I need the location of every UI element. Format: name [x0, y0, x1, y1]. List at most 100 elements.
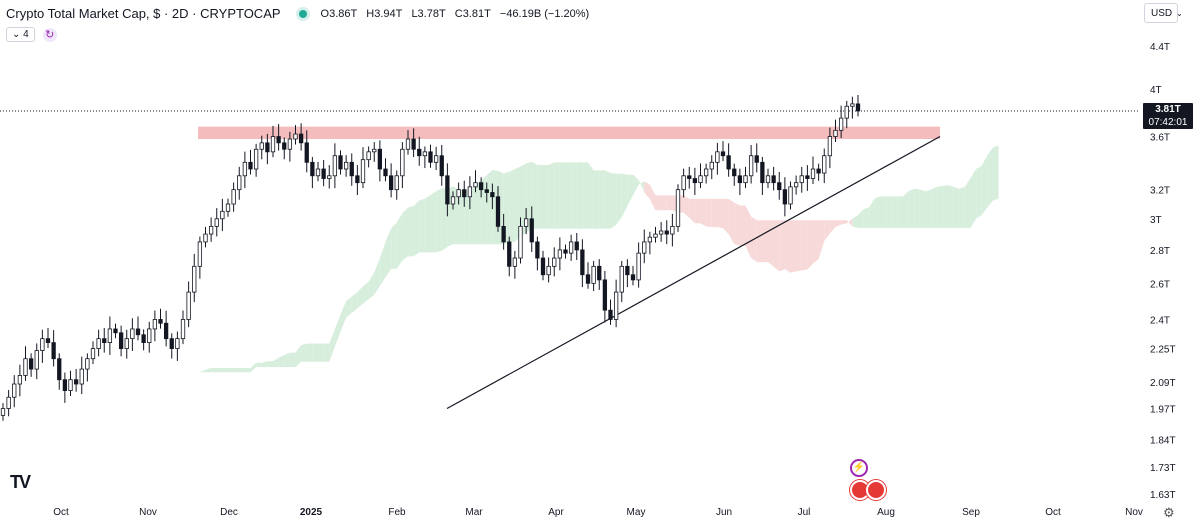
candle [788, 181, 793, 210]
cloud-segment [993, 145, 999, 201]
candle-up-body [12, 383, 17, 398]
cloud-segment [295, 345, 302, 367]
time-tick-label: Oct [1045, 507, 1061, 518]
candle [12, 375, 17, 408]
candle [732, 163, 737, 186]
support-trendline [446, 136, 941, 410]
currency-button[interactable]: USD ⌄ [1144, 3, 1183, 23]
close-value: C3.81T [454, 7, 491, 20]
candle-up-body [703, 168, 709, 177]
candle [79, 356, 84, 395]
candle-down-body [265, 142, 270, 153]
candle [175, 331, 180, 361]
candle-up-body [709, 161, 714, 170]
candle [456, 182, 461, 205]
candle [169, 333, 174, 359]
candle-down-body [507, 241, 512, 267]
candle [799, 166, 804, 193]
candle-down-body [248, 161, 253, 170]
candle-down-body [428, 151, 433, 163]
candle [304, 130, 309, 173]
cloud-segment [976, 165, 982, 219]
cloud-segment [964, 178, 971, 228]
time-tick-label: Jul [798, 507, 811, 518]
candle-up-body [512, 257, 518, 267]
cloud-segment [807, 220, 813, 270]
lightning-event-icon[interactable]: ⚡ [850, 459, 868, 477]
candle [282, 137, 287, 160]
cloud-segment [216, 368, 223, 373]
candle-down-body [574, 241, 579, 251]
candle [670, 213, 675, 247]
candle [462, 180, 467, 207]
cloud-segment [914, 188, 920, 228]
cloud-segment [464, 188, 470, 245]
candle [703, 163, 709, 184]
candle [130, 318, 135, 352]
gear-icon[interactable]: ⚙ [1163, 505, 1175, 520]
candle [664, 220, 669, 245]
candle-down-body [777, 182, 782, 191]
candle [372, 142, 377, 162]
indicators-toggle-button[interactable]: ⌄ 4 [6, 27, 35, 42]
cloud-segment [711, 198, 718, 228]
candle [568, 234, 574, 261]
candle [310, 156, 315, 189]
candle [57, 353, 62, 390]
candle [276, 124, 281, 151]
candle-up-body [715, 151, 720, 163]
cloud-segment [391, 222, 397, 269]
us-event-icon[interactable] [866, 480, 886, 500]
time-tick-label: May [627, 507, 646, 518]
cloud-segment [205, 368, 212, 373]
candle-up-body [450, 196, 456, 205]
candle-up-body [186, 291, 191, 320]
cloud-segment [700, 198, 707, 227]
bar-countdown: 07:42:01 [1148, 117, 1188, 128]
candle-up-body [293, 133, 298, 140]
price-axis[interactable]: 4.4T 4T 3.6T 3.2T 3T 2.8T 2.6T 2.4T 2.25T 2.09T 1.… [1150, 42, 1176, 501]
candle [793, 175, 799, 195]
candle [546, 257, 551, 283]
cloud-segment [531, 161, 538, 229]
cloud-segment [334, 314, 341, 347]
candle [124, 329, 129, 359]
time-axis[interactable]: Oct Nov Dec 2025 Feb Mar Apr May Jun Jul Aug Sep Oct… [53, 507, 1143, 518]
candle [231, 182, 236, 212]
candle-up-body [343, 161, 349, 170]
cloud-segment [588, 162, 594, 229]
candle-down-body [720, 151, 726, 157]
candle-up-body [270, 136, 276, 153]
cloud-segment [424, 194, 431, 253]
cloud-segment [548, 162, 555, 229]
candle [332, 143, 338, 189]
cloud-segment [858, 209, 864, 228]
candle-up-body [591, 265, 596, 284]
refresh-icon[interactable]: ↻ [42, 27, 57, 42]
cloud-segment [886, 196, 892, 228]
cloud-segment [818, 220, 825, 260]
candle-down-body [490, 192, 495, 198]
candle-up-body [180, 319, 186, 340]
candle [765, 168, 771, 189]
cloud-segment [306, 343, 313, 362]
cloud-segment [357, 286, 363, 309]
cloud-segment [571, 162, 577, 229]
candle [810, 156, 816, 184]
candle-up-body [681, 175, 686, 191]
cloud-segment [346, 296, 352, 318]
candle-down-body [484, 189, 489, 193]
candle [237, 166, 242, 200]
candle [754, 143, 759, 173]
chart-legend: Crypto Total Market Cap, $ · 2D · CRYPTO… [6, 6, 595, 21]
candle-down-body [62, 379, 68, 391]
candle-down-body [782, 189, 788, 205]
candle [208, 217, 214, 242]
candle-down-body [439, 155, 444, 177]
candle-down-body [28, 358, 34, 370]
cloud-segment [959, 186, 965, 228]
price-tick-label: 2.6T [1150, 279, 1170, 290]
chevron-down-icon: ⌄ [1176, 8, 1183, 18]
tradingview-logo-icon[interactable]: TV [10, 472, 31, 492]
